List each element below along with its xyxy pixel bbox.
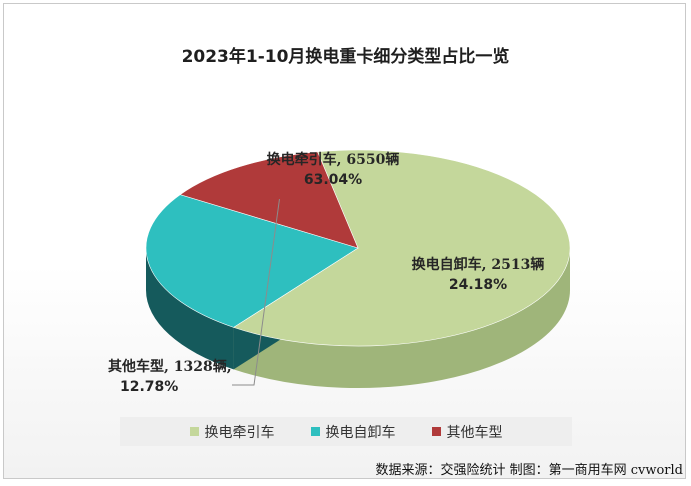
legend-item-dump: 换电自卸车 xyxy=(310,422,396,442)
label-slice-other: 其他车型, 1328辆, 12.78% xyxy=(108,357,268,397)
pie-slice-dump xyxy=(145,194,359,328)
pie-slice-other xyxy=(179,151,359,249)
chart-title: 2023年1-10月换电重卡细分类型占比一览 xyxy=(181,47,510,67)
chart-legend: 换电牵引车 换电自卸车 其他车型 xyxy=(120,417,572,446)
legend-label-dump: 换电自卸车 xyxy=(325,424,396,441)
label-slice-traction: 换电牵引车, 6550辆 63.04% xyxy=(238,150,428,190)
leader-line-other xyxy=(232,199,280,386)
source-note: 数据来源：交强险统计 制图：第一商用车网 cvworld xyxy=(375,463,683,478)
legend-label-traction: 换电牵引车 xyxy=(204,424,275,441)
pie-top xyxy=(145,149,571,347)
legend-swatch-traction xyxy=(189,427,199,436)
label-slice-dump-name: 换电自卸车, 2513辆 xyxy=(411,257,545,273)
legend-item-traction: 换电牵引车 xyxy=(189,422,275,442)
label-slice-traction-percent: 63.04% xyxy=(303,172,363,188)
pie-side-dump xyxy=(146,248,234,370)
label-slice-other-name: 其他车型, 1328辆, xyxy=(108,359,232,375)
pie-slice-traction xyxy=(232,149,571,347)
legend-swatch-other xyxy=(431,427,441,436)
legend-swatch-dump xyxy=(310,427,320,436)
legend-label-other: 其他车型 xyxy=(446,424,503,441)
label-slice-traction-name: 换电牵引车, 6550辆 xyxy=(266,152,400,168)
legend-item-other: 其他车型 xyxy=(431,422,503,442)
label-slice-other-percent: 12.78% xyxy=(120,379,179,395)
label-slice-dump-percent: 24.18% xyxy=(448,277,508,293)
label-slice-dump: 换电自卸车, 2513辆 24.18% xyxy=(393,255,563,295)
pie-side-traction xyxy=(233,248,570,388)
